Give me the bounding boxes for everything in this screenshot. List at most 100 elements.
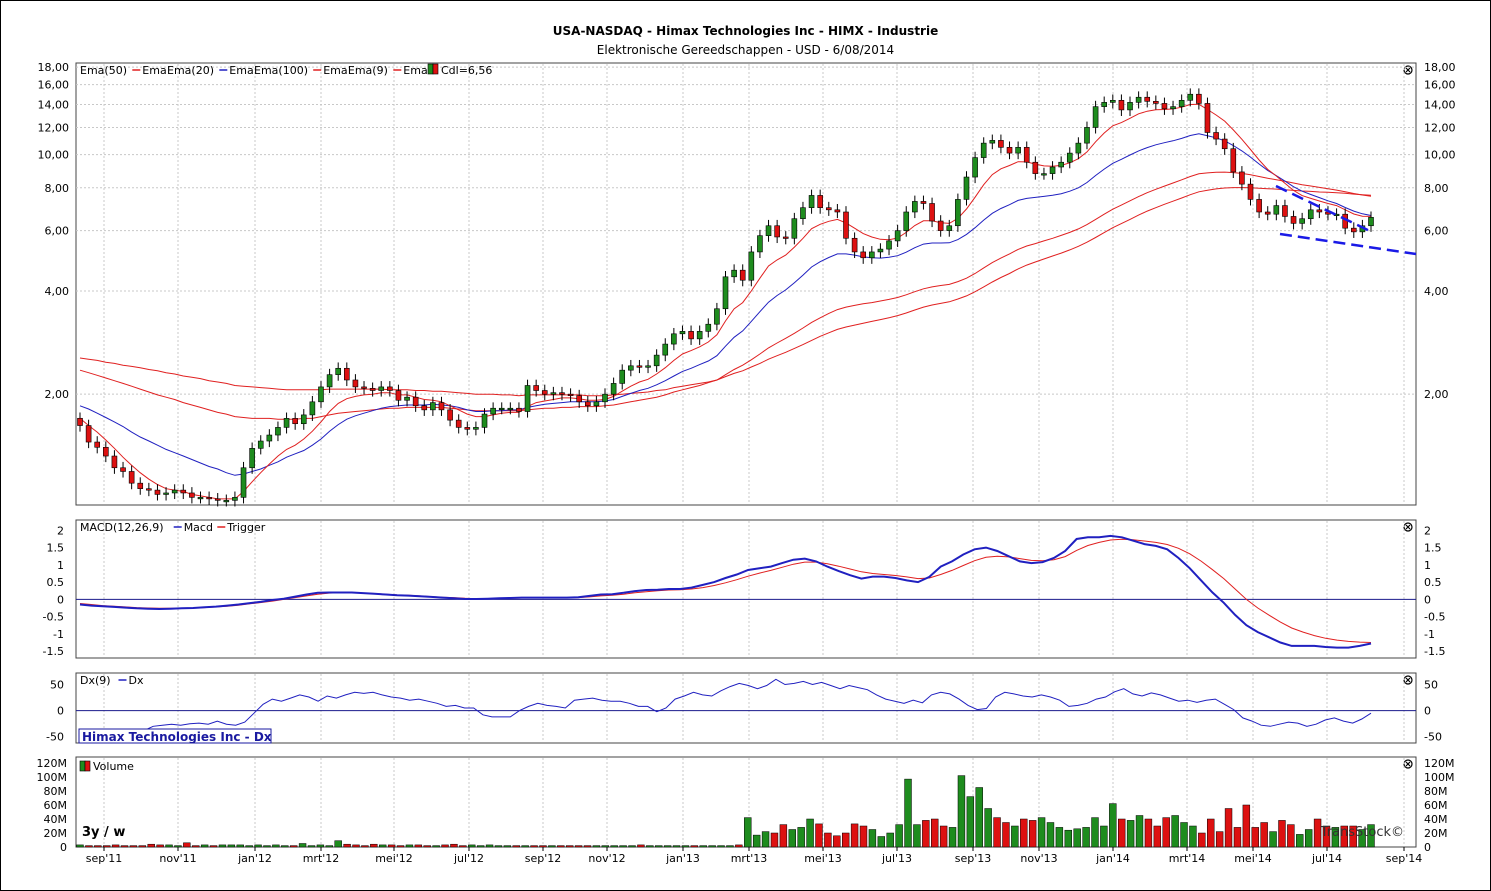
volume-bar (1020, 818, 1028, 848)
candle (438, 402, 445, 411)
volume-bar (539, 845, 547, 848)
volume-bar (156, 844, 164, 848)
volume-bar (1251, 827, 1259, 848)
candle (266, 434, 273, 442)
volume-bar (423, 845, 431, 848)
volume-bar (1233, 827, 1242, 848)
candle (447, 409, 453, 421)
y-tick-label-left: 2,00 (45, 388, 70, 401)
candle (292, 418, 298, 425)
y-tick-label-right: 18,00 (1424, 61, 1456, 74)
volume-bar (200, 844, 209, 848)
volume-bar (1144, 818, 1153, 848)
volume-bar (1091, 817, 1099, 848)
volume-bar (663, 845, 672, 848)
candle (1196, 93, 1202, 104)
volume-bar (85, 845, 93, 848)
volume-bar (1073, 828, 1081, 848)
candle (395, 390, 402, 401)
volume-bar (494, 845, 503, 848)
volume-bar (886, 832, 894, 848)
y-tick-label-right: -50 (1424, 731, 1442, 744)
legend-label: Dx(9) (80, 674, 111, 687)
candle (1221, 138, 1228, 150)
volume-bar (735, 844, 743, 848)
candle (1032, 161, 1039, 174)
candle (163, 492, 169, 495)
volume-bar (761, 831, 770, 848)
candle (249, 448, 255, 469)
y-tick-label-right: 80M (1424, 785, 1448, 798)
volume-bar (379, 844, 387, 848)
volume-bar (138, 845, 147, 848)
volume-bar (1011, 825, 1019, 848)
volume-bar (717, 845, 725, 848)
candle (610, 383, 617, 395)
legend-volume-up (79, 760, 86, 772)
candle (154, 489, 161, 495)
y-tick-label-right: 60M (1424, 799, 1448, 812)
volume-bar (1287, 824, 1295, 848)
legend-candle-up (427, 63, 434, 75)
candle (679, 331, 686, 335)
volume-bar (850, 823, 859, 848)
y-tick-label-left: 40M (44, 813, 68, 826)
volume-bar (396, 845, 405, 848)
volume-bar (681, 845, 690, 848)
candle (653, 354, 660, 367)
candle (602, 393, 608, 403)
candle (1161, 103, 1168, 110)
volume-bar (1055, 827, 1064, 848)
candle (903, 211, 910, 231)
candle (1066, 152, 1073, 163)
annotation-label: Himax Technologies Inc - Dx (82, 730, 272, 744)
candle (1187, 93, 1194, 101)
candle (206, 497, 212, 500)
volume-bar (1162, 817, 1170, 848)
candle (739, 269, 746, 281)
volume-bar (779, 824, 788, 848)
ema-100-line (79, 187, 1372, 397)
volume-bar (583, 845, 592, 848)
volume-bar (468, 844, 476, 848)
volume-bar (948, 827, 957, 848)
candle (636, 365, 643, 368)
volume-bar (1189, 825, 1197, 848)
volume-bar (1198, 832, 1206, 848)
volume-bar (859, 825, 868, 848)
chart-subtitle: Elektronische Gereedschappen - USD - 6/0… (596, 43, 895, 57)
candle (774, 225, 780, 238)
x-tick-label: mei'14 (1234, 852, 1272, 865)
legend-label: Dx (129, 674, 144, 687)
candle (722, 276, 729, 310)
candle (240, 467, 247, 498)
candle (128, 471, 135, 484)
candle (524, 385, 531, 412)
volume-bar (1367, 824, 1375, 848)
candle (1368, 217, 1374, 227)
candle (576, 395, 582, 403)
legend-label: Trigger (226, 521, 265, 534)
candle (593, 401, 600, 407)
volume-bar (1224, 808, 1233, 848)
volume-bar (557, 845, 565, 848)
volume-bar (120, 845, 129, 848)
candle (1230, 148, 1237, 173)
volume-bar (361, 845, 369, 848)
close-icon-mark (1405, 524, 1411, 530)
y-tick-label-left: 14,00 (38, 98, 70, 111)
volume-bar (289, 845, 298, 848)
volume-bar (1180, 822, 1188, 848)
candle (662, 343, 669, 356)
y-tick-label-left: -0.5 (43, 611, 64, 624)
volume-bar (1278, 820, 1286, 848)
y-tick-label-left: 0 (60, 841, 67, 854)
candle (1127, 102, 1133, 111)
y-tick-label-left: 1 (57, 559, 64, 572)
volume-bar (227, 844, 236, 848)
legend-label: Macd (184, 521, 213, 534)
x-tick-label: mei'12 (375, 852, 413, 865)
candle (1204, 103, 1211, 133)
volume-bar (610, 845, 618, 848)
volume-bar (797, 827, 805, 848)
